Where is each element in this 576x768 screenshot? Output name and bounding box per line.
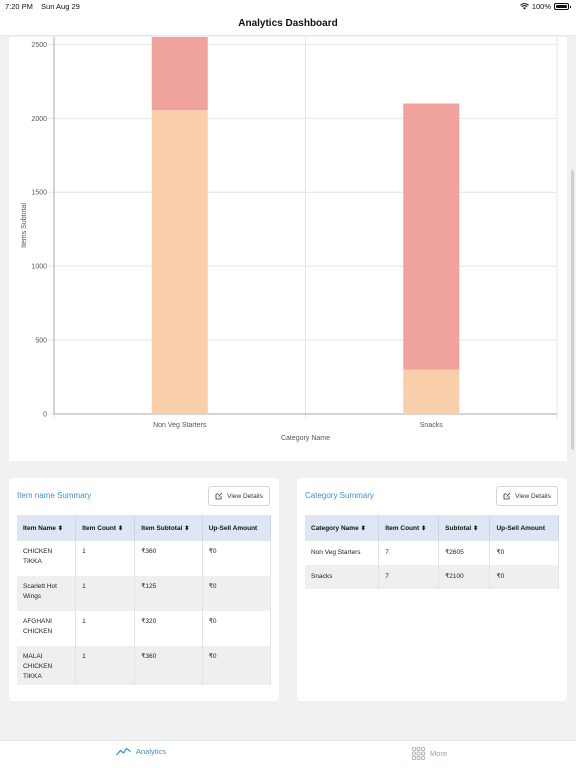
category-column-label: Category Name (311, 524, 359, 532)
category-column-header[interactable]: Up-Sell Amount (489, 515, 559, 541)
page-title: Analytics Dashboard (0, 14, 576, 36)
item-column-label: Item Count (82, 524, 117, 532)
y-tick-label: 500 (35, 338, 47, 345)
y-tick-label: 2000 (31, 116, 47, 123)
item-view-details-label: View Details (227, 492, 263, 500)
wifi-icon (519, 3, 529, 10)
category-summary-title: Category Summary (305, 491, 374, 500)
category-column-label: Subtotal (445, 524, 472, 532)
table-cell: 7 (378, 541, 440, 565)
bar-segment (151, 37, 208, 111)
category-column-header[interactable]: Item Count ⬍ (378, 515, 440, 541)
table-cell: Non Veg Starters (305, 541, 380, 565)
table-cell: ₹0 (489, 565, 559, 589)
table-cell: ₹0 (202, 541, 271, 576)
item-column-label: Item Subtotal (141, 524, 183, 532)
item-summary-title: Item name Summary (17, 491, 92, 500)
item-column-header[interactable]: Item Subtotal ⬍ (134, 515, 203, 541)
sort-icon: ⬍ (473, 525, 479, 532)
item-column-header[interactable]: Up-Sell Amount (202, 515, 271, 541)
table-cell: ₹2605 (438, 541, 491, 565)
edit-icon (215, 492, 223, 500)
table-cell: AFGHANI CHICKEN (17, 611, 77, 646)
category-column-header[interactable]: Category Name ⬍ (305, 515, 380, 541)
tab-more-label: More (430, 749, 448, 758)
category-column-label: Item Count (385, 524, 420, 532)
line-chart-icon (116, 747, 131, 756)
item-column-label: Item Name (23, 524, 56, 532)
table-row[interactable]: Non Veg Starters 7 ₹2605 ₹0 (305, 541, 559, 565)
chart-card: 0 500 1000 1500 2000 2500 Non Veg Starters Snac… (9, 37, 567, 461)
table-cell: ₹0 (202, 611, 271, 646)
item-table: Item Name ⬍ Item Count ⬍ Item Subtotal ⬍ Up-Se… (17, 515, 271, 685)
table-cell: Scarlett Hot Wings (17, 576, 77, 611)
sort-icon: ⬍ (421, 525, 427, 532)
item-table-wrap[interactable]: Item Name ⬍ Item Count ⬍ Item Subtotal ⬍ Up-Se… (17, 515, 271, 685)
x-tick-label: Non Veg Starters (153, 422, 207, 429)
sort-icon: ⬍ (118, 525, 124, 532)
category-column-label: Up-Sell Amount (496, 524, 545, 532)
stacked-bar-chart: 0 500 1000 1500 2000 2500 Non Veg Starters Snac… (21, 37, 558, 442)
table-cell: ₹125 (134, 576, 203, 611)
category-table: Category Name ⬍ Item Count ⬍ Subtotal ⬍ Up-Sel… (305, 515, 559, 589)
edit-icon (503, 492, 511, 500)
table-cell: ₹0 (202, 576, 271, 611)
tab-analytics-label: Analytics (136, 747, 167, 756)
scrollbar[interactable] (571, 170, 574, 450)
bar-segment (403, 103, 460, 370)
grid-icon (412, 747, 425, 760)
sort-icon: ⬍ (57, 525, 63, 532)
item-column-header[interactable]: Item Count ⬍ (75, 515, 136, 541)
status-date: Sun Aug 29 (41, 2, 80, 11)
item-view-details-button[interactable]: View Details (208, 486, 270, 506)
battery-icon (554, 3, 571, 10)
table-row[interactable]: Scarlett Hot Wings 1 ₹125 ₹0 (17, 576, 271, 611)
table-cell: ₹360 (134, 646, 203, 685)
category-summary-card: Category Summary View Details Category N… (297, 478, 567, 701)
x-axis-label: Category Name (281, 435, 330, 442)
sort-icon: ⬍ (184, 525, 190, 532)
status-bar: 7:20 PM Sun Aug 29 100% (0, 0, 576, 14)
category-view-details-label: View Details (515, 492, 551, 500)
table-cell: 1 (75, 576, 136, 611)
sort-icon: ⬍ (360, 525, 366, 532)
status-time: 7:20 PM (5, 2, 33, 11)
table-row[interactable]: AFGHANI CHICKEN 1 ₹320 ₹0 (17, 611, 271, 646)
item-summary-card: Item name Summary View Details Item Name… (9, 478, 279, 701)
category-column-header[interactable]: Subtotal ⬍ (438, 515, 491, 541)
item-column-header[interactable]: Item Name ⬍ (17, 515, 77, 541)
table-cell: ₹360 (134, 541, 203, 576)
y-tick-label: 0 (43, 412, 47, 419)
bar-segment (403, 369, 460, 414)
battery-percent: 100% (531, 2, 551, 11)
table-row[interactable]: CHICKEN TIKKA 1 ₹360 ₹0 (17, 541, 271, 576)
x-tick-label: Snacks (420, 422, 443, 429)
table-cell: ₹0 (202, 646, 271, 685)
tab-analytics[interactable]: Analytics (116, 747, 166, 756)
table-cell: 1 (75, 611, 136, 646)
table-cell: MALAI CHICKEN TIKKA (17, 646, 77, 685)
y-tick-label: 1500 (31, 190, 47, 197)
table-cell: ₹320 (134, 611, 203, 646)
table-cell: Snacks (305, 565, 380, 589)
y-tick-label: 2500 (31, 42, 47, 49)
table-cell: 1 (75, 541, 136, 576)
table-row[interactable]: MALAI CHICKEN TIKKA 1 ₹360 ₹0 (17, 646, 271, 685)
tab-bar: Analytics More (0, 740, 576, 768)
y-axis-label: Items Subtotal (21, 203, 28, 248)
y-tick-label: 1000 (31, 264, 47, 271)
item-column-label: Up-Sell Amount (208, 524, 258, 532)
tab-more[interactable]: More (412, 747, 447, 760)
table-cell: 7 (378, 565, 440, 589)
category-table-wrap[interactable]: Category Name ⬍ Item Count ⬍ Subtotal ⬍ Up-Sel… (305, 515, 559, 685)
table-row[interactable]: Snacks 7 ₹2100 ₹0 (305, 565, 559, 589)
bar-segment (151, 110, 208, 415)
category-view-details-button[interactable]: View Details (496, 486, 558, 506)
table-cell: CHICKEN TIKKA (17, 541, 77, 576)
table-cell: 1 (75, 646, 136, 685)
table-cell: ₹0 (489, 541, 559, 565)
table-cell: ₹2100 (438, 565, 491, 589)
